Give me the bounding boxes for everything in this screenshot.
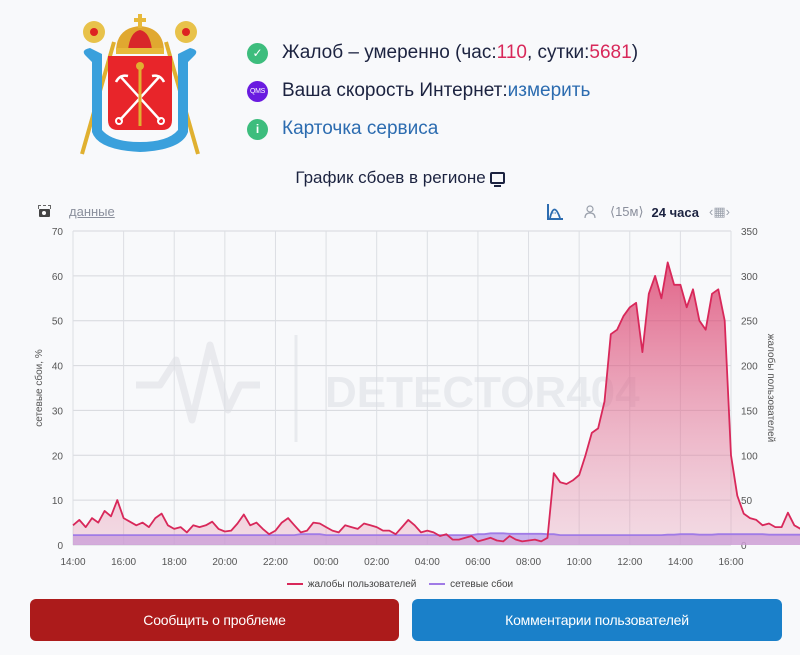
speed-test-link[interactable]: измерить <box>507 80 591 101</box>
outage-chart: 0 0 10 50 20 100 30 150 40 200 50 250 60 300 70 350 14:0… <box>33 227 800 568</box>
watermark: DETECTOR404 <box>136 335 640 442</box>
check-circle-icon: ✓ <box>247 42 268 64</box>
calendar-icon[interactable]: ‹▦› <box>709 204 730 219</box>
x-tick: 14:00 <box>60 557 85 568</box>
legend-complaints[interactable]: жалобы пользователей <box>286 578 417 590</box>
complaints-area <box>73 262 800 545</box>
chart-toolbar-left: данные <box>38 204 115 219</box>
y-tick-left: 30 <box>52 406 64 417</box>
y-tick-right: 100 <box>741 451 758 462</box>
info-icon: i <box>247 118 268 140</box>
user-comments-button[interactable]: Комментарии пользователей <box>412 599 782 641</box>
complaints-status: ✓ Жалоб – умеренно (час: 110, сутки: 568… <box>247 34 638 72</box>
y-tick-left: 40 <box>52 362 64 373</box>
user-icon[interactable] <box>584 205 596 219</box>
data-link[interactable]: данные <box>69 204 115 219</box>
legend-swatch-complaints <box>286 583 303 585</box>
x-tick: 08:00 <box>516 557 541 568</box>
y-tick-right: 250 <box>741 317 758 328</box>
chart-title-text: График сбоев в регионе <box>295 168 486 187</box>
area-chart-mode-icon[interactable] <box>546 203 564 221</box>
range-selector[interactable]: 24 часа <box>651 204 700 220</box>
legend-label-complaints: жалобы пользователей <box>307 578 417 590</box>
chart-title: График сбоев в регионе <box>0 168 800 188</box>
y-tick-left: 10 <box>52 496 64 507</box>
complaints-separator: , сутки: <box>526 42 590 63</box>
x-tick: 18:00 <box>162 557 187 568</box>
complaints-label: Жалоб – умеренно (час: <box>282 42 497 63</box>
x-tick: 02:00 <box>364 557 389 568</box>
x-tick: 20:00 <box>212 557 237 568</box>
x-tick: 12:00 <box>617 557 642 568</box>
y-tick-right: 150 <box>741 406 758 417</box>
y-axis-label-left: сетевые сбои, % <box>33 349 45 427</box>
y-tick-left: 50 <box>52 317 64 328</box>
legend-label-failures: сетевые сбои <box>450 578 514 590</box>
y-axis-label-right: жалобы пользователей <box>765 334 777 443</box>
day-count: 5681 <box>589 42 632 63</box>
close-paren: ) <box>631 42 639 63</box>
x-tick: 04:00 <box>415 557 440 568</box>
failures-line <box>73 532 800 536</box>
report-problem-button[interactable]: Сообщить о проблеме <box>30 599 399 641</box>
x-tick: 16:00 <box>718 557 743 568</box>
x-tick: 22:00 <box>263 557 288 568</box>
y-tick-right: 200 <box>741 362 758 373</box>
legend-swatch-failures <box>429 583 446 585</box>
x-tick: 14:00 <box>668 557 693 568</box>
y-tick-left: 20 <box>52 451 64 462</box>
chart-legend: жалобы пользователей сетевые сбои <box>0 577 800 590</box>
service-card-link[interactable]: Карточка сервиса <box>282 118 439 139</box>
x-tick: 06:00 <box>465 557 490 568</box>
screenshot-icon[interactable] <box>38 205 51 218</box>
x-tick: 10:00 <box>567 557 592 568</box>
chart-toolbar-right: ⟨15м⟩ 24 часа ‹▦› <box>546 203 730 221</box>
y-tick-right: 0 <box>741 541 747 552</box>
speed-test-row: QMS Ваша скорость Интернет: измерить <box>247 72 638 110</box>
hour-count: 110 <box>496 42 527 63</box>
coat-of-arms-logo <box>80 14 200 155</box>
service-card-row: i Карточка сервиса <box>247 110 638 148</box>
y-tick-left: 60 <box>52 272 64 283</box>
interval-selector[interactable]: ⟨15м⟩ <box>610 204 644 219</box>
y-tick-right: 350 <box>741 227 758 238</box>
qms-icon: QMS <box>247 80 268 102</box>
status-list: ✓ Жалоб – умеренно (час: 110, сутки: 568… <box>247 34 638 148</box>
svg-text:DETECTOR404: DETECTOR404 <box>325 368 640 417</box>
complaints-line <box>72 261 800 543</box>
speed-label: Ваша скорость Интернет: <box>282 80 508 101</box>
x-tick: 16:00 <box>111 557 136 568</box>
y-tick-right: 300 <box>741 272 758 283</box>
x-tick: 00:00 <box>314 557 339 568</box>
y-tick-right: 50 <box>741 496 753 507</box>
y-tick-left: 0 <box>57 541 63 552</box>
monitor-icon[interactable] <box>489 172 505 187</box>
legend-failures[interactable]: сетевые сбои <box>429 579 513 590</box>
y-tick-left: 70 <box>52 227 64 238</box>
